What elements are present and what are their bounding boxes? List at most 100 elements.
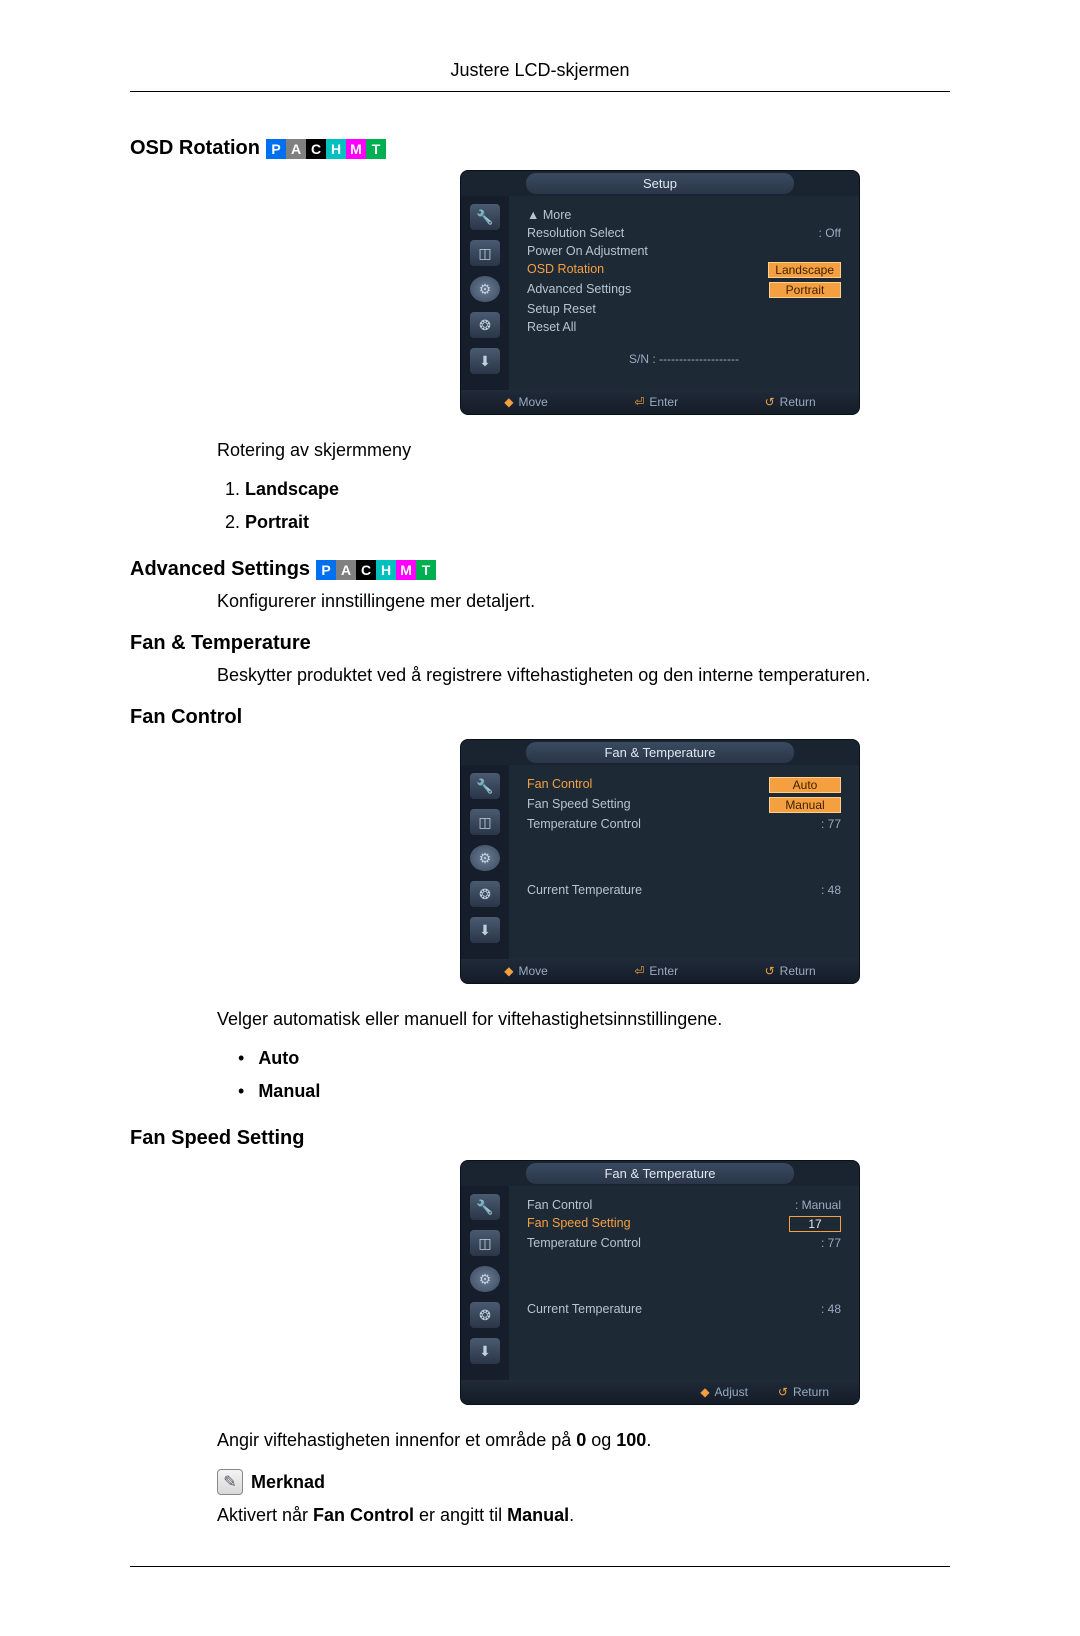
page-title: Justere LCD-skjermen	[450, 60, 629, 80]
page-header: Justere LCD-skjermen	[130, 60, 950, 92]
osd-item: ▲ More	[527, 208, 571, 222]
heading-text: OSD Rotation	[130, 137, 260, 160]
note-icon: ✎	[217, 1469, 243, 1495]
osd-sidebar: 🔧 ◫ ⚙ ❂ ⬇	[461, 765, 509, 959]
osd-serial: S/N : --------------------	[527, 346, 841, 366]
osd-main: ▲ More Resolution Select: Off Power On A…	[509, 196, 859, 390]
heading-advanced: Advanced Settings P A C H M T	[130, 558, 950, 581]
osd-main: Fan Control: Manual Fan Speed Setting17 …	[509, 1186, 859, 1380]
heading-fan-speed: Fan Speed Setting	[130, 1127, 950, 1150]
heading-text: Fan Control	[130, 706, 242, 729]
osd-value: : 77	[821, 817, 841, 831]
fan-control-desc: Velger automatisk eller manuell for vift…	[217, 1009, 950, 1030]
heading-fan-temp: Fan & Temperature	[130, 632, 950, 655]
badge-a: A	[286, 139, 306, 159]
osd-value-box: 17	[789, 1216, 841, 1232]
osd-item: Temperature Control	[527, 1236, 641, 1250]
badge-c: C	[306, 139, 326, 159]
list-item: Portrait	[245, 512, 950, 533]
input-icon: ⬇	[470, 917, 500, 943]
foot-key: ↺	[765, 395, 775, 409]
tool-icon: 🔧	[470, 773, 500, 799]
osd-item-selected: Fan Control	[527, 777, 592, 793]
osd-rotation-list: Landscape Portrait	[245, 479, 950, 533]
list-item: Auto	[238, 1048, 950, 1069]
osd-screenshot-setup: Setup 🔧 ◫ ⚙ ❂ ⬇ ▲ More Resolution Select…	[460, 170, 860, 415]
osd-value-option: Portrait	[769, 282, 841, 298]
heading-text: Advanced Settings	[130, 558, 310, 581]
osd-item: Power On Adjustment	[527, 244, 648, 258]
foot-label: Move	[518, 964, 547, 978]
foot-label: Enter	[649, 395, 678, 409]
input-icon: ⬇	[470, 348, 500, 374]
osd-sidebar: 🔧 ◫ ⚙ ❂ ⬇	[461, 196, 509, 390]
osd-item: Reset All	[527, 320, 576, 334]
osd-value-option: Manual	[769, 797, 841, 813]
osd-value: : Manual	[795, 1198, 841, 1212]
foot-key: ⏎	[634, 964, 644, 978]
osd-value: : 48	[821, 883, 841, 897]
foot-key: ◆	[504, 964, 513, 978]
badges: P A C H M T	[266, 139, 386, 159]
advanced-desc: Konfigurerer innstillingene mer detaljer…	[217, 591, 950, 612]
badge-t: T	[366, 139, 386, 159]
foot-key: ⏎	[634, 395, 644, 409]
osd-value: : 48	[821, 1302, 841, 1316]
slider-icon: ◫	[470, 1230, 500, 1256]
osd-title: Fan & Temperature	[526, 1163, 794, 1184]
badge-a: A	[336, 560, 356, 580]
osd-item: Advanced Settings	[527, 282, 631, 298]
foot-label: Return	[780, 395, 816, 409]
heading-osd-rotation: OSD Rotation P A C H M T	[130, 137, 950, 160]
badge-h: H	[326, 139, 346, 159]
settings-icon: ❂	[470, 881, 500, 907]
foot-key: ↺	[778, 1385, 788, 1399]
heading-text: Fan Speed Setting	[130, 1127, 304, 1150]
osd-item: Fan Speed Setting	[527, 797, 631, 813]
foot-label: Adjust	[715, 1385, 748, 1399]
badge-t: T	[416, 560, 436, 580]
foot-key: ◆	[504, 395, 513, 409]
osd-value-selected: Auto	[769, 777, 841, 793]
foot-label: Move	[518, 395, 547, 409]
osd-title: Setup	[526, 173, 794, 194]
osd-screenshot-fan-control: Fan & Temperature 🔧 ◫ ⚙ ❂ ⬇ Fan Control A…	[460, 739, 860, 984]
osd-item: Current Temperature	[527, 883, 642, 897]
gear-icon: ⚙	[470, 1266, 500, 1292]
note: ✎ Merknad	[217, 1469, 950, 1495]
badge-p: P	[316, 560, 336, 580]
badge-m: M	[396, 560, 416, 580]
osd-rotation-desc: Rotering av skjermmeny	[217, 440, 950, 461]
osd-value-selected: Landscape	[768, 262, 841, 278]
osd-value: : 77	[821, 1236, 841, 1250]
tool-icon: 🔧	[470, 1194, 500, 1220]
foot-label: Return	[793, 1385, 829, 1399]
slider-icon: ◫	[470, 240, 500, 266]
fan-temp-desc: Beskytter produktet ved å registrere vif…	[217, 665, 950, 686]
fan-control-list: Auto Manual	[238, 1048, 950, 1102]
badge-p: P	[266, 139, 286, 159]
gear-icon: ⚙	[470, 845, 500, 871]
badge-h: H	[376, 560, 396, 580]
gear-icon: ⚙	[470, 276, 500, 302]
foot-label: Enter	[649, 964, 678, 978]
badge-c: C	[356, 560, 376, 580]
settings-icon: ❂	[470, 1302, 500, 1328]
osd-main: Fan ControlAuto Fan Speed SettingManual …	[509, 765, 859, 959]
list-item: Manual	[238, 1081, 950, 1102]
osd-item: Setup Reset	[527, 302, 596, 316]
osd-item: Fan Control	[527, 1198, 592, 1212]
osd-screenshot-fan-speed: Fan & Temperature 🔧 ◫ ⚙ ❂ ⬇ Fan Control:…	[460, 1160, 860, 1405]
osd-title: Fan & Temperature	[526, 742, 794, 763]
osd-item-selected: Fan Speed Setting	[527, 1216, 631, 1232]
osd-footer: ◆Adjust ↺Return	[461, 1380, 859, 1404]
slider-icon: ◫	[470, 809, 500, 835]
note-text: Aktivert når Fan Control er angitt til M…	[217, 1505, 950, 1526]
heading-fan-control: Fan Control	[130, 706, 950, 729]
osd-sidebar: 🔧 ◫ ⚙ ❂ ⬇	[461, 1186, 509, 1380]
osd-item-selected: OSD Rotation	[527, 262, 604, 278]
list-item: Landscape	[245, 479, 950, 500]
foot-label: Return	[780, 964, 816, 978]
badges: P A C H M T	[316, 560, 436, 580]
osd-item: Current Temperature	[527, 1302, 642, 1316]
